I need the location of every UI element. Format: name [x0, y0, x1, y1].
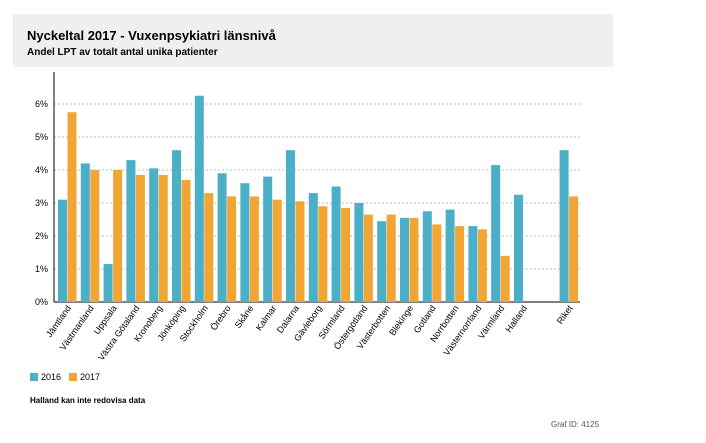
x-tick-label: Riket	[555, 303, 575, 326]
bar-2016-Östergötland	[354, 203, 364, 302]
bar-2016-Västmanland	[80, 163, 90, 302]
bar-2017-Västerbotten	[386, 214, 396, 302]
bar-2016-Jönköping	[172, 150, 181, 302]
bar-2017-Västra Götaland	[135, 174, 145, 302]
bar-2017-Skåne	[249, 196, 259, 302]
bar-2017-Gävleborg	[318, 206, 328, 302]
bar-2017-Gotland	[432, 224, 442, 302]
bar-2016-Uppsala	[103, 264, 113, 302]
bar-2017-Blekinge	[409, 217, 419, 302]
bar-2016-Riket	[559, 150, 569, 302]
bar-2017-Uppsala	[113, 170, 123, 302]
bar-2016-Skåne	[240, 183, 250, 302]
chart-title: Nyckeltal 2017 - Vuxenpsykiatri länsnivå	[27, 28, 276, 43]
bar-2016-Stockholm	[194, 95, 204, 302]
bar-2017-Västernorrland	[477, 229, 487, 302]
bar-2017-Östergötland	[363, 214, 373, 302]
bar-2017-Västmanland	[90, 170, 100, 302]
y-tick-label: 5%	[35, 132, 48, 142]
bar-2017-Stockholm	[204, 193, 214, 302]
y-tick-label: 4%	[35, 165, 48, 175]
footnote: Halland kan inte redovisa data	[30, 396, 146, 405]
bar-2016-Blekinge	[400, 217, 409, 302]
bar-2016-Sörmland	[331, 186, 341, 302]
bar-2016-Kalmar	[263, 176, 273, 302]
bar-2016-Jämtland	[58, 199, 67, 302]
bar-2016-Örebro	[217, 173, 227, 302]
x-tick-label: Skåne	[233, 303, 256, 330]
bar-2016-Halland	[514, 194, 523, 302]
y-tick-label: 0%	[35, 297, 48, 307]
bar-2016-Gävleborg	[308, 193, 318, 302]
legend-label-2017: 2017	[80, 372, 101, 382]
bar-2017-Kronoberg	[158, 174, 168, 302]
bar-2017-Örebro	[227, 196, 237, 302]
bar-2016-Västra Götaland	[126, 160, 136, 302]
y-tick-label: 2%	[35, 231, 48, 241]
legend-item-2017: 2017	[69, 372, 100, 382]
chart-legend: 2016 2017	[30, 372, 100, 382]
bar-2017-Riket	[569, 196, 579, 302]
bar-2017-Jämtland	[67, 112, 77, 302]
graph-id: Graf ID: 4125	[551, 420, 600, 429]
bar-2016-Västerbotten	[377, 221, 387, 302]
x-tick-label: Halland	[503, 303, 529, 334]
bar-2016-Kronoberg	[149, 168, 159, 302]
bar-2016-Norrbotten	[445, 209, 455, 302]
x-tick-label: Örebro	[208, 303, 232, 332]
chart-header: Nyckeltal 2017 - Vuxenpsykiatri länsnivå…	[13, 14, 613, 67]
chart-subtitle: Andel LPT av totalt antal unika patiente…	[27, 47, 218, 58]
bar-2016-Dalarna	[286, 150, 295, 302]
legend-swatch-2016	[30, 373, 38, 381]
legend-item-2016: 2016	[30, 372, 61, 382]
bar-2016-Värmland	[491, 165, 501, 302]
bar-2017-Jönköping	[181, 179, 191, 302]
bar-2016-Gotland	[422, 211, 432, 302]
legend-label-2016: 2016	[41, 372, 62, 382]
bar-2017-Norrbotten	[455, 226, 465, 302]
bar-2017-Dalarna	[295, 201, 305, 302]
bar-2016-Västernorrland	[468, 226, 478, 302]
y-tick-label: 3%	[35, 198, 48, 208]
legend-swatch-2017	[69, 373, 78, 381]
bar-2017-Värmland	[500, 255, 510, 302]
bar-2017-Kalmar	[272, 199, 282, 302]
y-tick-label: 1%	[35, 264, 48, 274]
y-tick-label: 6%	[35, 99, 48, 109]
bar-2017-Sörmland	[341, 207, 351, 302]
